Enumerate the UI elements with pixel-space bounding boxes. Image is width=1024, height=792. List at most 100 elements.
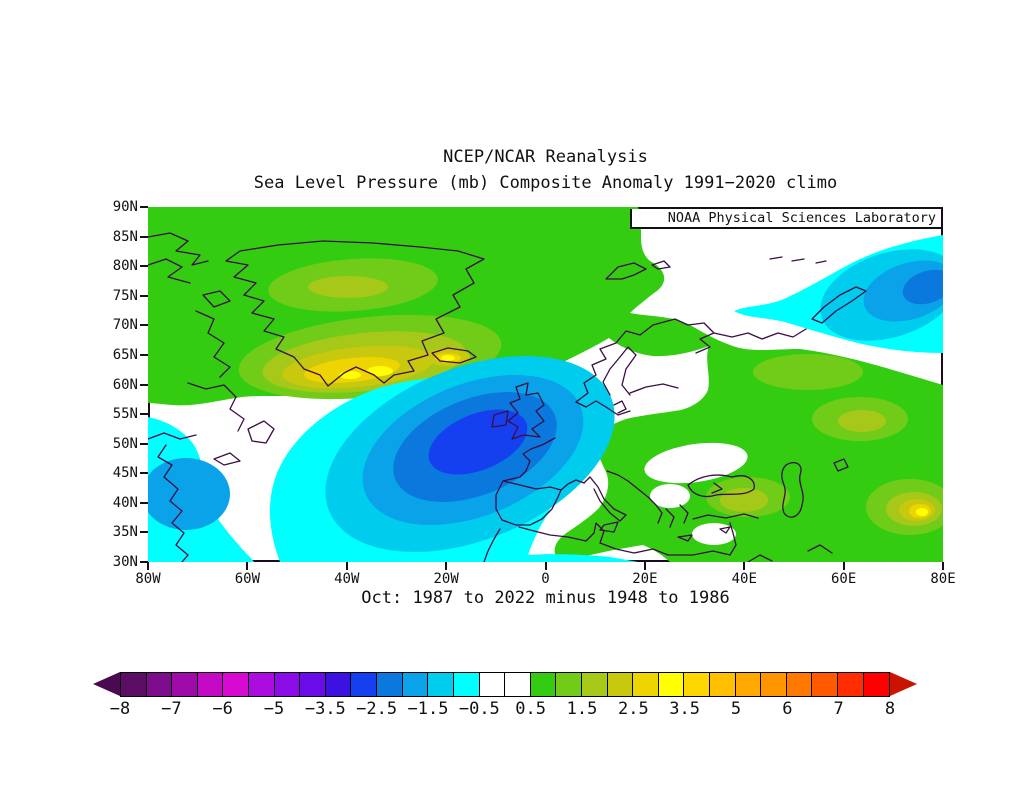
colorbar-cell [760,672,788,697]
colorbar-tick-label: 6 [782,699,793,719]
y-axis-tick [140,235,148,238]
y-axis-label: 80N [112,258,138,275]
y-axis-label: 85N [112,228,138,245]
colorbar-cell [504,672,532,697]
x-axis-tick [544,562,547,570]
contour-positive-l6 [367,366,393,376]
x-axis-tick [842,562,845,570]
y-axis-tick [140,353,148,356]
y-axis-tick [140,531,148,534]
colorbar-cell [350,672,378,697]
y-axis-label: 60N [112,376,138,393]
x-axis-label: 40E [731,571,757,587]
neutral-hole-aegean [650,484,690,508]
colorbar-cell [734,672,762,697]
colorbar-cell [222,672,250,697]
coastline-europe-icon [491,318,807,542]
colorbar-tick-label: −7 [161,699,182,719]
colorbar-cell [785,672,814,697]
x-axis-label: 60W [234,571,261,587]
colorbar-cell [401,672,429,697]
colorbar-tick-label: −2.5 [356,699,398,719]
colorbar-tick-label: −1.5 [407,699,449,719]
colorbar-tick-label: 7 [833,699,844,719]
colorbar-cell [273,672,301,697]
contour-positive-russia [753,354,863,390]
x-axis-label: 80W [135,571,161,587]
colorbar-tick-label: −8 [109,699,131,719]
y-axis-tick [140,383,148,386]
y-axis-label: 65N [112,346,138,363]
colorbar [120,672,890,697]
colorbar-tick-label: −0.5 [458,699,500,719]
x-axis-label: 80E [930,571,956,587]
colorbar-tick-label: 1.5 [566,699,598,719]
colorbar-right-arrow-icon [890,672,917,696]
y-axis-label: 45N [112,465,138,482]
colorbar-cell [709,672,737,697]
colorbar-tick-label: 8 [884,699,896,719]
chart-title: NCEP/NCAR Reanalysis [443,147,648,167]
colorbar-tick-label: 3.5 [669,699,701,719]
contour-negative-uscoast-inner [148,458,230,530]
y-axis-tick [140,413,148,416]
coastline-greenland-arctic-icon [225,240,867,387]
x-axis-tick [743,562,746,570]
y-axis-tick [140,472,148,475]
y-axis-label: 35N [112,524,138,541]
x-axis-tick [345,562,348,570]
x-axis-label: 20E [632,571,658,587]
y-axis-label: 75N [112,287,138,304]
colorbar-tick-label: 0.5 [515,699,547,719]
colorbar-cell [120,672,148,697]
colorbar-tick-label: 5 [730,699,742,719]
colorbar-cell [299,672,327,697]
coastline-africa-asia-icon [483,458,849,562]
contour-positive-europe [720,488,768,512]
x-axis-label: 20W [433,571,459,587]
colorbar-cell [683,672,711,697]
contour-positive-russia [838,410,886,432]
colorbar-cell [376,672,404,697]
colorbar-tick-label: −6 [212,699,233,719]
y-axis-label: 90N [112,199,138,215]
colorbar-cell [478,672,506,697]
colorbar-left-arrow-icon [93,672,120,696]
colorbar-cell [657,672,685,697]
colorbar-cell [248,672,276,697]
x-axis-tick [942,562,944,570]
x-axis-tick [643,562,646,570]
y-axis-tick [140,265,148,268]
y-axis-tick [140,442,148,445]
colorbar-cell [145,672,173,697]
colorbar-cell [427,672,455,697]
colorbar-cell [196,672,225,697]
y-axis-label: 40N [112,494,138,511]
x-axis-label: 0 [541,571,550,587]
colorbar-cell [555,672,583,697]
anomaly-map: NOAA Physical Sciences Laboratory [148,207,943,562]
x-axis-tick [445,562,448,570]
x-axis-label: 40W [334,571,360,587]
colorbar-cell [580,672,609,697]
x-axis-label: 60E [830,571,857,587]
colorbar-tick-label: −5 [263,699,285,719]
contour-positive-iceland [441,355,455,361]
colorbar-labels: −8 −7 −6 −5 −3.5 −2.5 −1.5 −0.5 0.5 1.5 2.5 3.5 5 6 7 8 [110,699,895,721]
x-axis-tick [147,562,149,570]
colorbar-cell [632,672,660,697]
contour-positive-centralasia [916,508,928,516]
credit-badge: NOAA Physical Sciences Laboratory [630,209,941,229]
y-axis-tick [140,206,148,208]
colorbar-cell [811,672,839,697]
y-axis-label: 70N [112,317,138,334]
contour-positive-greenland [308,276,388,298]
colorbar-cell [171,672,199,697]
colorbar-cell [606,672,634,697]
x-axis-tick [246,562,249,570]
colorbar-cell [837,672,865,697]
neutral-hole-ukraine [644,442,748,484]
neutral-hole-levant [692,523,736,545]
y-axis-label: 55N [112,406,138,423]
colorbar-cell [324,672,353,697]
